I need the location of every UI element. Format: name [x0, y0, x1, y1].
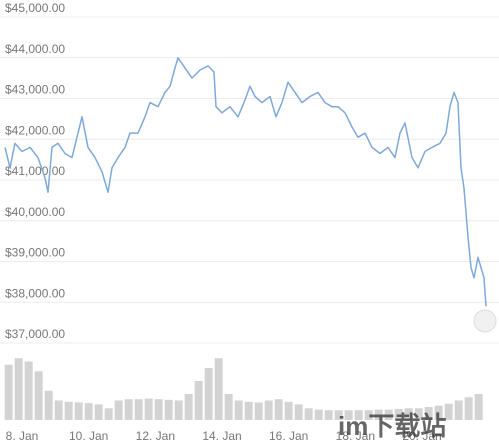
volume-bar — [244, 401, 253, 420]
volume-bar — [424, 407, 433, 420]
volume-bar — [84, 403, 93, 420]
volume-bar — [174, 400, 183, 420]
volume-bar — [54, 400, 63, 420]
volume-bar — [464, 397, 473, 420]
y-tick-label: $41,000.00 — [5, 164, 65, 178]
volume-bar — [364, 410, 373, 420]
volume-bar — [4, 364, 13, 420]
volume-bar — [414, 408, 423, 420]
volume-bar — [164, 399, 173, 420]
x-tick-label: 12. Jan — [136, 429, 175, 443]
volume-bar — [404, 408, 413, 420]
volume-bar — [24, 361, 33, 420]
y-tick-label: $40,000.00 — [5, 205, 65, 219]
volume-bar — [124, 399, 133, 420]
volume-bar — [384, 409, 393, 420]
volume-bar — [314, 409, 323, 420]
y-tick-label: $42,000.00 — [5, 123, 65, 137]
volume-bar — [234, 400, 243, 420]
volume-bar — [74, 402, 83, 420]
x-tick-label: 8. Jan — [6, 429, 39, 443]
y-tick-label: $45,000.00 — [5, 1, 65, 15]
volume-bar — [284, 401, 293, 420]
y-tick-label: $44,000.00 — [5, 42, 65, 56]
logo-badge — [473, 309, 497, 333]
volume-bar — [64, 401, 73, 420]
volume-bar — [94, 404, 103, 420]
y-tick-label: $37,000.00 — [5, 327, 65, 341]
volume-bar — [394, 408, 403, 420]
volume-bar — [344, 410, 353, 420]
volume-bar — [104, 408, 113, 420]
x-tick-label: 10. Jan — [69, 429, 108, 443]
volume-bar — [214, 358, 223, 420]
volume-bar — [454, 400, 463, 420]
volume-bar — [374, 409, 383, 420]
x-tick-label: 20. Jan — [402, 429, 441, 443]
y-tick-label: $39,000.00 — [5, 246, 65, 260]
watermark: im下载站 — [338, 411, 446, 441]
volume-bar — [224, 394, 233, 420]
volume-bar — [474, 394, 483, 420]
x-tick-label: 16. Jan — [269, 429, 308, 443]
volume-bar — [444, 403, 453, 420]
volume-bar — [274, 399, 283, 420]
volume-bar — [144, 398, 153, 420]
price-line — [4, 57, 487, 307]
volume-bar — [354, 410, 363, 420]
volume-bar — [184, 394, 193, 420]
volume-bar — [264, 400, 273, 420]
volume-bar — [254, 402, 263, 420]
volume-bar — [204, 368, 213, 420]
volume-bar — [154, 399, 163, 420]
x-tick-label: 14. Jan — [202, 429, 241, 443]
x-tick-label: 18. Jan — [336, 429, 375, 443]
volume-bar — [434, 405, 443, 420]
volume-bar — [294, 404, 303, 420]
volume-bar — [334, 410, 343, 420]
y-tick-label: $43,000.00 — [5, 83, 65, 97]
volume-bar — [114, 400, 123, 420]
volume-bar — [134, 399, 143, 420]
volume-bar — [34, 371, 43, 420]
volume-bar — [194, 381, 203, 420]
volume-bar — [324, 410, 333, 420]
volume-bar — [304, 408, 313, 420]
volume-bar — [44, 390, 53, 420]
volume-bar — [14, 358, 23, 420]
y-tick-label: $38,000.00 — [5, 286, 65, 300]
